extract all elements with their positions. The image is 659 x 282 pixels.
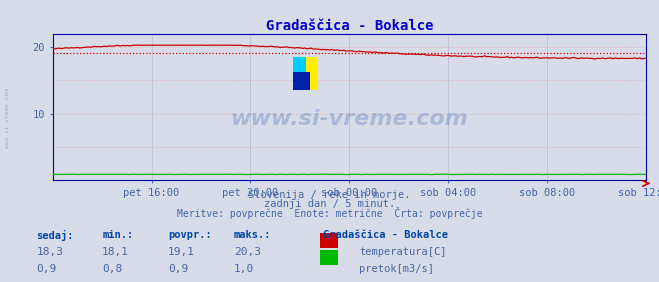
Text: povpr.:: povpr.:: [168, 230, 212, 240]
Text: 19,1: 19,1: [168, 247, 195, 257]
Title: Gradaščica - Bokalce: Gradaščica - Bokalce: [266, 19, 433, 33]
FancyBboxPatch shape: [293, 57, 316, 90]
Text: 18,3: 18,3: [36, 247, 63, 257]
FancyBboxPatch shape: [293, 72, 310, 90]
Text: sedaj:: sedaj:: [36, 230, 74, 241]
Text: 0,9: 0,9: [168, 264, 188, 274]
Text: zadnji dan / 5 minut.: zadnji dan / 5 minut.: [264, 199, 395, 209]
Text: www.si-vreme.com: www.si-vreme.com: [231, 109, 468, 129]
Text: 20,3: 20,3: [234, 247, 261, 257]
Text: Gradaščica - Bokalce: Gradaščica - Bokalce: [323, 230, 448, 240]
Text: www.si-vreme.com: www.si-vreme.com: [5, 89, 11, 148]
Text: 1,0: 1,0: [234, 264, 254, 274]
Text: min.:: min.:: [102, 230, 133, 240]
Text: 18,1: 18,1: [102, 247, 129, 257]
Text: temperatura[C]: temperatura[C]: [359, 247, 447, 257]
Text: pretok[m3/s]: pretok[m3/s]: [359, 264, 434, 274]
Text: Meritve: povprečne  Enote: metrične  Črta: povprečje: Meritve: povprečne Enote: metrične Črta:…: [177, 207, 482, 219]
Text: Slovenija / reke in morje.: Slovenija / reke in morje.: [248, 190, 411, 200]
Text: 0,9: 0,9: [36, 264, 57, 274]
Text: 0,8: 0,8: [102, 264, 123, 274]
Text: maks.:: maks.:: [234, 230, 272, 240]
FancyBboxPatch shape: [293, 57, 306, 90]
